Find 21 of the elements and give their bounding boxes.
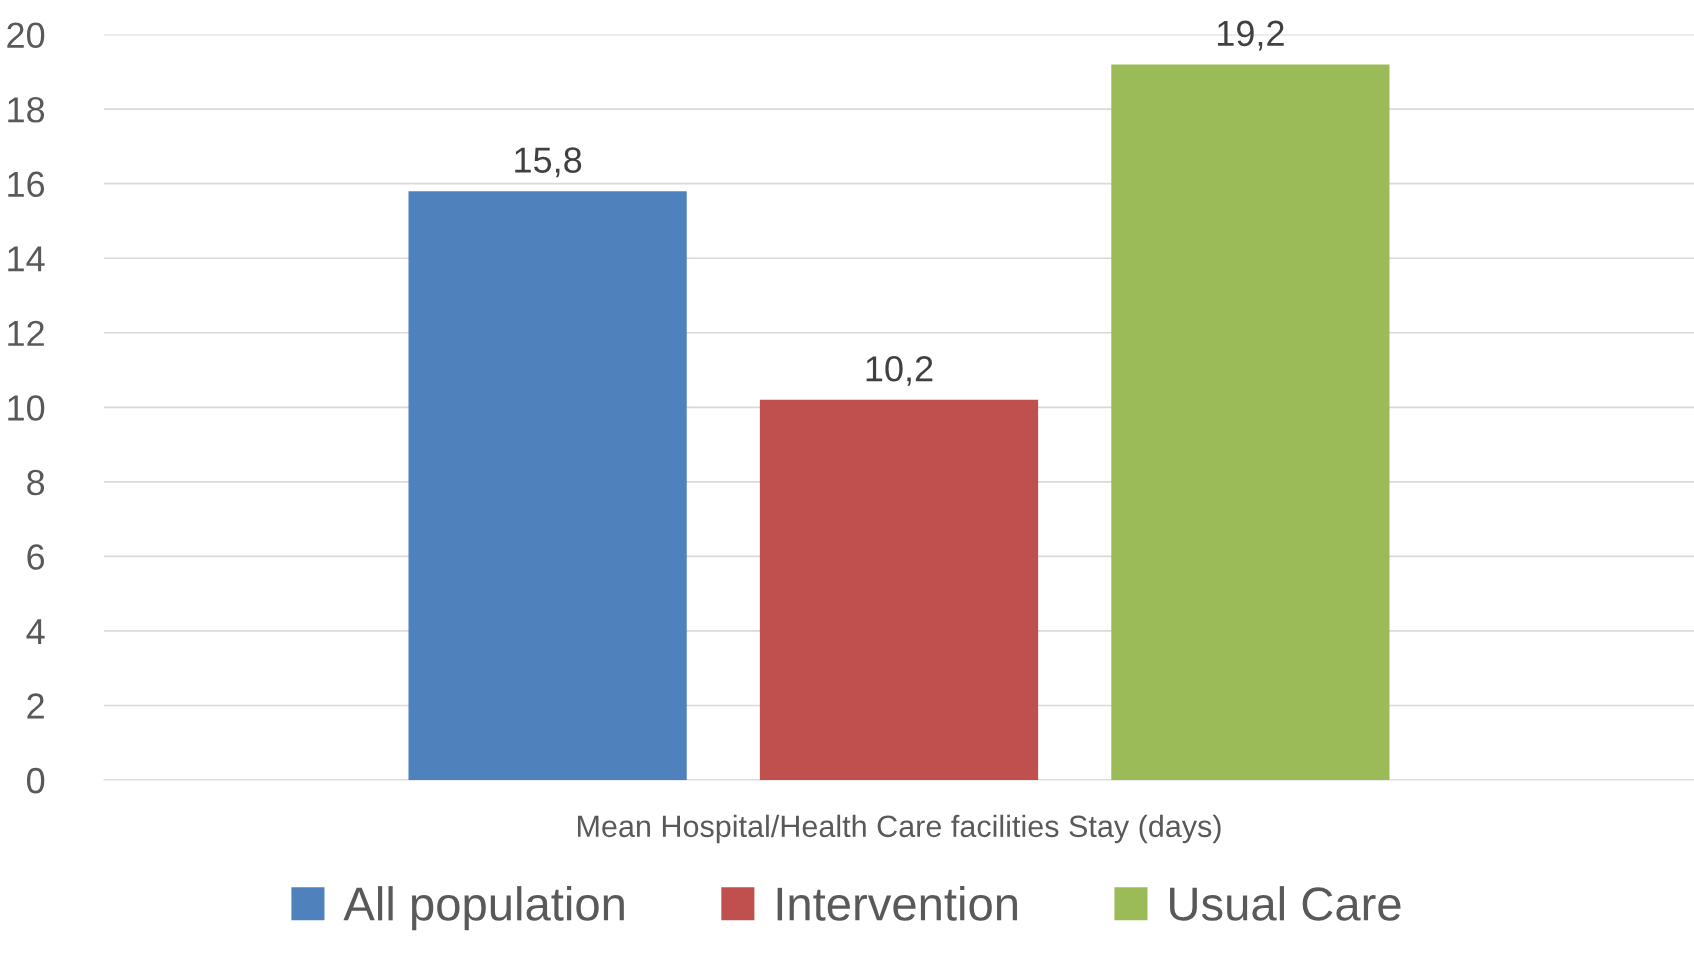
legend-label: All population <box>343 886 624 931</box>
data-label: 15,8 <box>515 147 582 178</box>
data-label: 10,2 <box>866 356 933 386</box>
y-tick-label: 14 <box>8 246 45 272</box>
y-tick-label: 16 <box>8 171 45 198</box>
y-tick-label: 10 <box>8 395 45 421</box>
y-tick-label: 18 <box>8 97 45 123</box>
bar <box>1111 64 1390 780</box>
y-tick-label: 2 <box>27 693 44 719</box>
y-tick-label: 4 <box>26 619 45 644</box>
legend-label: Intervention <box>777 886 1017 921</box>
legend-label: Usual Care <box>1170 886 1401 921</box>
data-label: 19,2 <box>1218 20 1284 51</box>
y-tick-label: 20 <box>7 22 45 49</box>
y-tick-label: 8 <box>27 469 45 496</box>
x-tick-label: Mean Hospital/Health Care facilities Stay (days) <box>578 814 1221 844</box>
bar <box>408 191 687 780</box>
y-tick-label: 6 <box>27 544 45 570</box>
y-tick-label: 0 <box>27 767 45 794</box>
bar <box>759 399 1039 780</box>
y-tick-label: 12 <box>8 320 44 346</box>
